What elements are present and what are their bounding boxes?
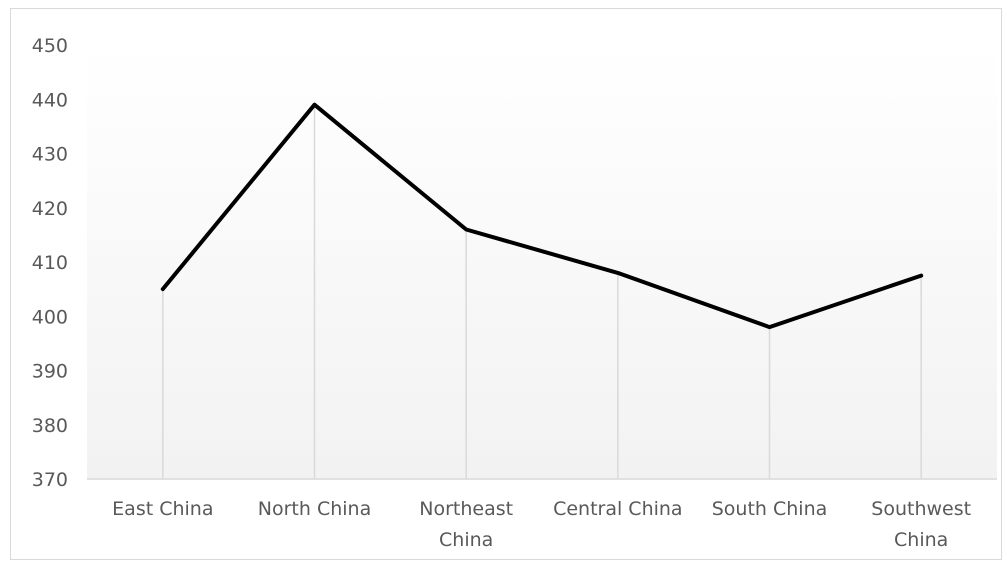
x-tick-label-line: South China bbox=[712, 498, 828, 520]
x-tick-label: North China bbox=[258, 498, 371, 520]
plot-area bbox=[87, 45, 997, 479]
y-tick-label: 390 bbox=[32, 361, 68, 383]
x-tick-label-line: North China bbox=[258, 498, 371, 520]
y-tick-label: 380 bbox=[32, 415, 68, 437]
y-axis: 370 380 390 400 410 420 430 440 450 bbox=[32, 35, 68, 491]
y-tick-label: 420 bbox=[32, 198, 68, 220]
y-tick-label: 400 bbox=[32, 306, 68, 328]
y-tick-label: 430 bbox=[32, 144, 68, 166]
x-tick-label: Southwest China bbox=[871, 498, 971, 551]
x-tick-label-line: China bbox=[894, 529, 948, 551]
series-line bbox=[160, 102, 924, 330]
chart-frame: 370 380 390 400 410 420 430 440 450 East China No… bbox=[10, 8, 1002, 560]
x-tick-label: Northeast China bbox=[419, 498, 513, 551]
line-chart: 370 380 390 400 410 420 430 440 450 East China No… bbox=[32, 35, 997, 551]
x-tick-label: Central China bbox=[553, 498, 683, 520]
y-tick-label: 440 bbox=[32, 89, 68, 111]
series-group bbox=[160, 102, 924, 330]
x-axis: East China North China Northeast China Centr… bbox=[112, 498, 971, 551]
y-tick-label: 450 bbox=[32, 35, 68, 57]
x-tick-label-line: Southwest bbox=[871, 498, 971, 520]
x-tick-label: South China bbox=[712, 498, 828, 520]
y-tick-label: 370 bbox=[32, 469, 68, 491]
x-tick-label-line: Northeast bbox=[419, 498, 513, 520]
y-tick-label: 410 bbox=[32, 252, 68, 274]
x-tick-label-line: East China bbox=[112, 498, 213, 520]
x-tick-label: East China bbox=[112, 498, 213, 520]
x-tick-label-line: China bbox=[439, 529, 493, 551]
drop-lines bbox=[162, 104, 922, 479]
x-tick-label-line: Central China bbox=[553, 498, 683, 520]
